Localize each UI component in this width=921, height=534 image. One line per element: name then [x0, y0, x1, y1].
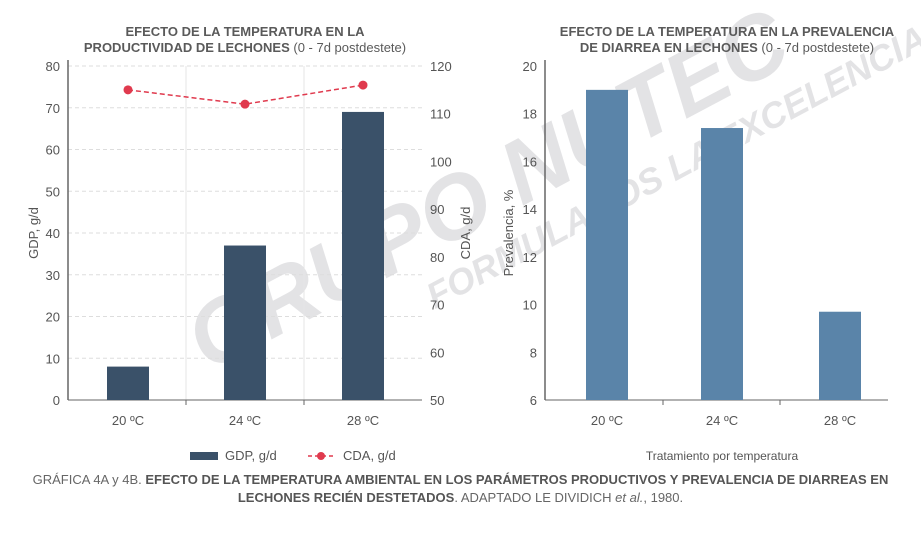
chart-title-bold: DE DIARREA EN LECHONES [580, 40, 758, 55]
bar-prevalencia [819, 311, 861, 400]
bar-prevalencia [701, 128, 743, 400]
legend-swatch-gdp [190, 452, 218, 460]
y-tick-label: 40 [46, 226, 60, 241]
y2-tick-label: 60 [430, 345, 444, 360]
chart-title-line2: PRODUCTIVIDAD DE LECHONES (0 - 7d postde… [84, 40, 406, 55]
x-tick-label: 20 ºC [112, 413, 144, 428]
caption-bold: EFECTO DE LA TEMPERATURA AMBIENTAL EN LO… [145, 472, 889, 505]
bar-gdp [107, 366, 149, 400]
y-tick-label: 16 [523, 154, 537, 169]
y-tick-label: 8 [530, 345, 537, 360]
chart-title-bold: PRODUCTIVIDAD DE LECHONES [84, 40, 290, 55]
y-tick-label: 50 [46, 184, 60, 199]
chart-title-normal: (0 - 7d postdestete) [290, 40, 406, 55]
y2-tick-label: 80 [430, 250, 444, 265]
chart-title-line2: DE DIARREA EN LECHONES (0 - 7d postdeste… [580, 40, 874, 55]
y-tick-label: 14 [523, 202, 537, 217]
bar-gdp [342, 111, 384, 401]
caption-italic: et al. [615, 490, 644, 505]
x-tick-label: 28 ºC [824, 413, 856, 428]
x-tick-label: 24 ºC [706, 413, 738, 428]
x-tick-label: 20 ºC [591, 413, 623, 428]
y-tick-label: 0 [53, 393, 60, 408]
y-tick-label: 20 [523, 59, 537, 74]
y2-tick-label: 120 [430, 59, 452, 74]
point-cda [123, 85, 133, 95]
caption-end: , 1980. [643, 490, 684, 505]
chart-title-normal: (0 - 7d postdestete) [758, 40, 874, 55]
legend-marker-cda [317, 452, 325, 460]
y2-axis-label: CDA, g/d [458, 207, 473, 260]
y-tick-label: 18 [523, 107, 537, 122]
watermark: GRUPO NUTEC FORMULAMOS LA EXCELENCIA [171, 0, 921, 391]
y2-tick-label: 50 [430, 393, 444, 408]
y2-tick-label: 70 [430, 298, 444, 313]
y-axis-label: GDP, g/d [26, 207, 41, 259]
y-axis-label: Prevalencia, % [501, 189, 516, 276]
y-tick-label: 30 [46, 268, 60, 283]
y-tick-label: 80 [46, 59, 60, 74]
point-cda [240, 99, 250, 109]
legend-label-gdp: GDP, g/d [225, 448, 277, 463]
y-tick-label: 60 [46, 143, 60, 158]
x-axis-label: Tratamiento por temperatura [646, 449, 799, 463]
bar-prevalencia [586, 89, 628, 400]
y-tick-label: 70 [46, 101, 60, 116]
y2-tick-label: 110 [430, 107, 451, 122]
bar-gdp [224, 245, 266, 400]
chart-title-line1: EFECTO DE LA TEMPERATURA EN LA [125, 24, 365, 39]
y2-tick-label: 90 [430, 202, 444, 217]
x-tick-label: 28 ºC [347, 413, 379, 428]
y-tick-label: 20 [46, 310, 60, 325]
caption-prefix: GRÁFICA 4A y 4B. [32, 472, 146, 487]
y-tick-label: 12 [523, 250, 537, 265]
x-tick-label: 24 ºC [229, 413, 261, 428]
figure-caption: GRÁFICA 4A y 4B. EFECTO DE LA TEMPERATUR… [0, 471, 921, 507]
caption-suffix: . ADAPTADO LE DIVIDICH [454, 490, 616, 505]
chart-title-line1: EFECTO DE LA TEMPERATURA EN LA PREVALENC… [560, 24, 895, 39]
y-tick-label: 10 [523, 298, 537, 313]
y-tick-label: 10 [46, 351, 60, 366]
point-cda [358, 80, 368, 90]
y-tick-label: 6 [530, 393, 537, 408]
y2-tick-label: 100 [430, 154, 452, 169]
legend-label-cda: CDA, g/d [343, 448, 396, 463]
